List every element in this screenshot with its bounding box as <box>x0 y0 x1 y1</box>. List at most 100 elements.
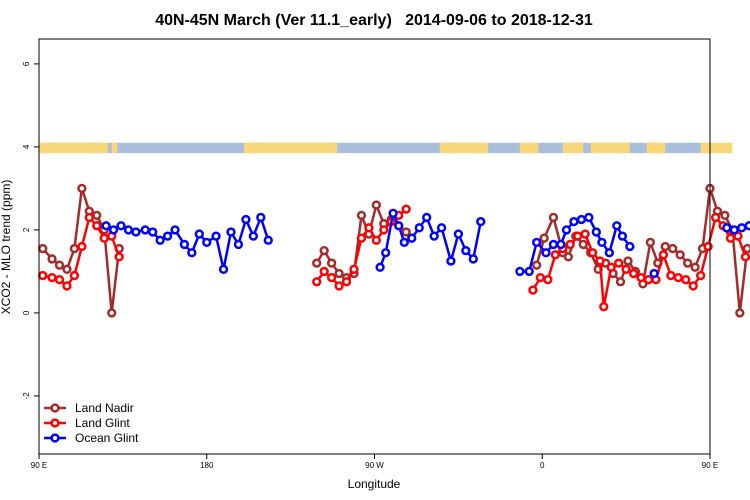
data-point-1-1-5 <box>349 264 359 274</box>
data-point-0-0-1 <box>47 254 57 264</box>
legend-marker-0 <box>50 403 60 413</box>
data-point-2-0-21 <box>263 235 273 245</box>
data-point-2-3-0 <box>649 268 659 279</box>
data-point-0-2-12 <box>623 256 633 266</box>
data-point-1-2-11 <box>606 262 616 272</box>
legend-item-0: Land Nadir <box>44 401 134 415</box>
land-strip-7 <box>646 142 666 154</box>
data-point-2-1-0 <box>375 262 385 272</box>
y-axis: -2 0 2 4 6 <box>22 61 39 399</box>
data-point-1-2-3 <box>550 250 560 260</box>
data-point-2-2-14 <box>617 231 628 241</box>
data-point-2-0-8 <box>162 231 173 241</box>
data-point-1-2-27 <box>725 233 736 243</box>
y-axis-label: XCO2 - MLO trend (ppm) <box>0 180 13 315</box>
data-point-1-2-29 <box>740 252 750 262</box>
land-strip-8 <box>700 142 733 154</box>
data-point-1-1-0 <box>312 277 322 287</box>
land-strip-5 <box>562 142 584 154</box>
data-point-1-2-0 <box>528 285 538 295</box>
data-point-0-2-4 <box>563 252 573 262</box>
data-point-2-4-2 <box>737 223 747 233</box>
data-point-2-4-1 <box>729 225 739 235</box>
land-strip-0 <box>39 142 108 154</box>
data-point-1-2-23 <box>696 270 706 281</box>
data-point-0-2-27 <box>735 308 745 318</box>
data-point-1-2-7 <box>580 229 590 239</box>
data-point-2-1-3 <box>394 221 404 231</box>
ocean-strip <box>39 142 710 154</box>
land-strip-1 <box>111 142 118 154</box>
data-point-2-2-2 <box>532 237 542 248</box>
data-point-2-2-3 <box>541 248 551 258</box>
data-point-0-2-19 <box>675 250 685 260</box>
data-point-2-0-0 <box>101 221 111 231</box>
data-point-2-0-10 <box>179 239 190 250</box>
data-point-2-2-8 <box>576 214 587 225</box>
data-point-2-2-0 <box>515 266 525 277</box>
data-point-1-1-9 <box>379 225 389 235</box>
data-point-2-0-5 <box>140 225 150 235</box>
data-point-0-1-0 <box>312 258 322 268</box>
data-point-0-0-0 <box>38 243 48 254</box>
data-point-0-0-4 <box>69 243 80 254</box>
data-point-0-1-2 <box>326 258 337 268</box>
legend-label-2: Ocean Glint <box>75 431 139 445</box>
data-point-1-2-8 <box>587 248 598 258</box>
data-point-1-0-1 <box>47 272 57 283</box>
data-point-0-1-1 <box>319 246 329 256</box>
data-point-0-2-6 <box>578 239 588 250</box>
x-axis-label: Longitude <box>348 477 401 491</box>
data-point-2-1-1 <box>381 248 391 258</box>
data-point-1-0-2 <box>54 275 65 285</box>
data-point-1-2-20 <box>673 272 683 283</box>
data-point-2-2-5 <box>556 239 566 250</box>
data-point-1-2-18 <box>658 250 669 260</box>
data-point-2-0-19 <box>248 231 258 241</box>
data-point-0-2-25 <box>720 210 730 221</box>
data-point-1-2-14 <box>628 268 639 279</box>
data-point-0-2-21 <box>690 262 700 272</box>
data-point-2-1-11 <box>453 229 464 239</box>
data-point-1-0-8 <box>99 233 109 243</box>
data-point-2-2-13 <box>612 221 622 231</box>
series-0 <box>38 183 750 318</box>
data-point-1-2-5 <box>565 239 575 250</box>
data-point-1-0-0 <box>38 270 48 281</box>
data-point-1-2-12 <box>614 258 624 268</box>
data-point-2-4-3 <box>744 221 750 231</box>
y-tick-label-0: -2 <box>22 392 31 400</box>
data-point-0-2-18 <box>668 243 678 254</box>
data-point-0-0-9 <box>107 308 117 318</box>
data-point-2-2-12 <box>604 248 614 258</box>
data-point-1-2-16 <box>643 275 654 285</box>
data-point-2-0-14 <box>211 231 221 241</box>
data-point-0-1-6 <box>356 210 367 221</box>
data-point-2-1-13 <box>468 254 478 264</box>
data-point-1-2-22 <box>688 281 698 291</box>
data-point-0-1-3 <box>334 268 344 279</box>
data-point-2-1-2 <box>388 208 398 218</box>
data-point-2-0-2 <box>116 221 126 231</box>
data-point-2-1-7 <box>422 212 432 223</box>
series-2 <box>101 208 750 279</box>
data-point-1-1-4 <box>341 277 352 287</box>
data-point-0-2-2 <box>548 212 559 223</box>
data-point-2-2-10 <box>591 227 601 237</box>
land-strip-3 <box>439 142 489 154</box>
data-point-1-2-6 <box>573 231 583 241</box>
data-point-1-1-7 <box>364 223 374 233</box>
data-point-1-2-13 <box>621 264 631 274</box>
data-point-0-0-7 <box>92 210 102 221</box>
series-1 <box>38 204 750 312</box>
data-point-0-2-20 <box>682 258 693 268</box>
data-point-0-2-15 <box>645 237 656 248</box>
data-point-0-2-1 <box>539 233 549 243</box>
data-point-1-1-12 <box>401 204 411 214</box>
data-point-2-1-10 <box>446 256 456 266</box>
data-point-0-2-11 <box>615 277 626 287</box>
data-point-2-0-4 <box>131 227 141 237</box>
data-point-2-1-9 <box>436 223 447 233</box>
data-point-1-2-10 <box>599 302 609 312</box>
